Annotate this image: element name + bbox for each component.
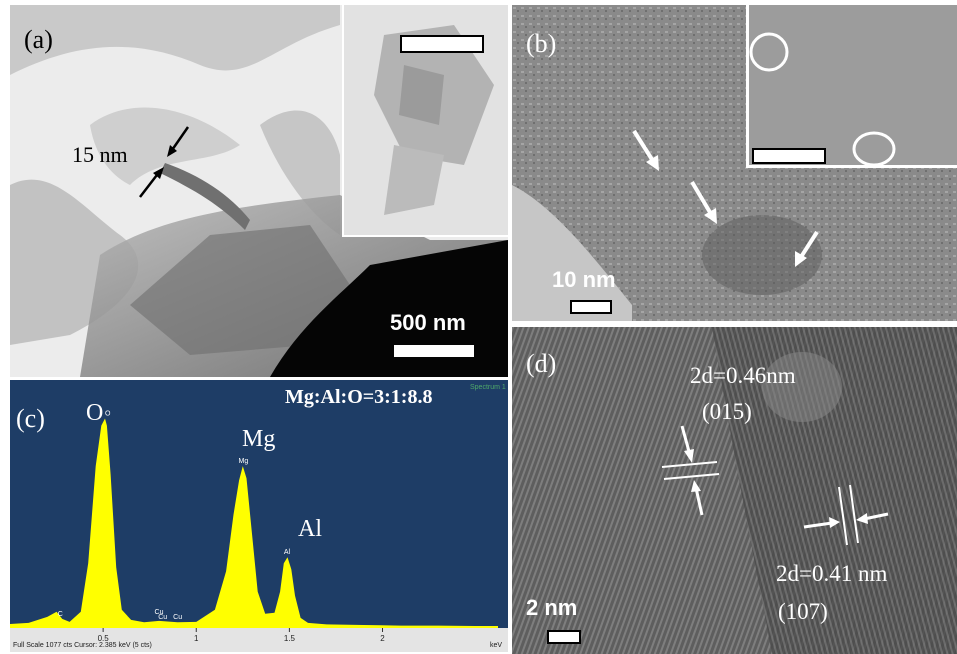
panel-b: (b) 10 nm xyxy=(512,5,957,321)
peak-tag-small: Mg xyxy=(239,458,249,465)
panel-b-scale-bar xyxy=(570,300,612,314)
panel-a-label: (a) xyxy=(24,25,53,54)
spectrum-tag: Spectrum 1 xyxy=(470,384,506,391)
panel-a-inset xyxy=(342,5,508,237)
panel-a-scale-bar xyxy=(394,345,474,357)
inset-scale-bar xyxy=(400,35,484,53)
panel-b-inset-scale-bar xyxy=(752,148,826,164)
panel-c: 0.5 1 1.5 2 O Mg Al C Cu Cu Cu (c) Mg:Al:O=3:1:8.8… xyxy=(10,380,508,652)
peak-tag-small: O xyxy=(105,411,111,418)
plane-label-2: (107) xyxy=(778,599,828,624)
x-axis-strip xyxy=(10,628,508,652)
spectrum-area xyxy=(10,418,498,628)
panel-b-scale-label: 10 nm xyxy=(552,267,616,292)
ratio-label: Mg:Al:O=3:1:8.8 xyxy=(285,386,433,408)
spacing-label-2: 2d=0.41 nm xyxy=(776,561,888,586)
panel-a: (a) 15 nm 500 nm xyxy=(10,5,508,377)
panel-b-label: (b) xyxy=(526,29,557,58)
panel-b-inset xyxy=(746,5,957,168)
panel-a-scale-label: 500 nm xyxy=(390,310,466,335)
panel-a-tem-image xyxy=(10,5,508,377)
panel-d: (d) 2d=0.46nm (015) 2d=0.41 nm (107) 2 n… xyxy=(512,327,957,654)
panel-d-scale-label: 2 nm xyxy=(526,595,578,620)
panel-d-scale-bar xyxy=(547,630,581,644)
minor-element-tag: Cu xyxy=(158,614,167,621)
status-text: Full Scale 1077 cts Cursor: 2.385 keV (5… xyxy=(13,642,152,649)
x-tick-label: 2 xyxy=(380,634,385,643)
panel-d-hrtem-image xyxy=(512,327,957,654)
peak-tag-small: Al xyxy=(284,549,291,556)
panel-a-inset-image xyxy=(374,25,494,215)
thickness-label: 15 nm xyxy=(72,142,128,167)
panel-b-inset-image xyxy=(749,32,896,165)
minor-element-tag: C xyxy=(58,611,63,618)
x-tick-label: 1 xyxy=(194,634,199,643)
panel-c-label: (c) xyxy=(16,404,45,433)
plane-label-1: (015) xyxy=(702,399,752,424)
minor-element-tag: Cu xyxy=(173,614,182,621)
peak-label-al: Al xyxy=(298,516,322,542)
spacing-label-1: 2d=0.46nm xyxy=(690,363,796,388)
x-tick-label: 1.5 xyxy=(284,634,296,643)
unit-label: keV xyxy=(490,642,503,649)
peak-label-o: O xyxy=(86,400,104,426)
peak-label-mg: Mg xyxy=(242,426,276,452)
minor-element-tag: Cu xyxy=(155,609,164,616)
x-tick-label: 0.5 xyxy=(98,634,110,643)
panel-d-label: (d) xyxy=(526,349,557,378)
